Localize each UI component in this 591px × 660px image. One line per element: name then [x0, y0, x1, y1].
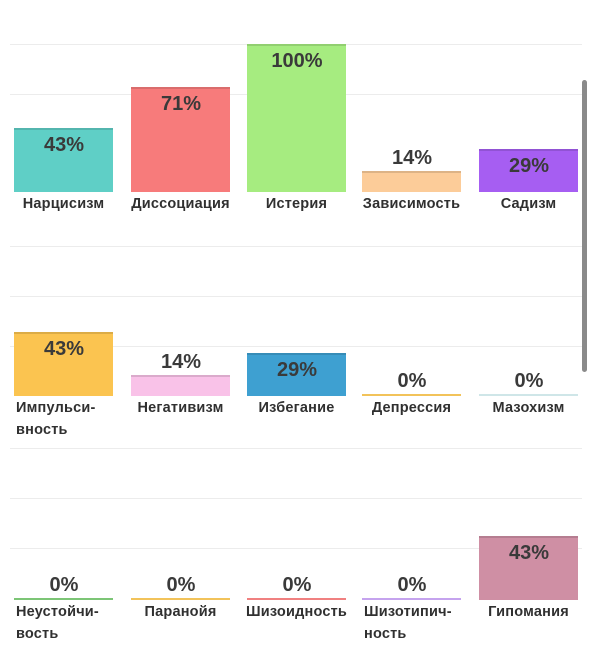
category-label: Зависимость: [362, 196, 461, 212]
category-label: Депрессия: [371, 400, 452, 416]
category-label: Нарцисизм: [22, 196, 105, 212]
scrollbar[interactable]: [582, 80, 587, 372]
value-label: 43%: [43, 134, 85, 156]
gridline: [10, 296, 582, 297]
bar: [14, 332, 113, 396]
category-label: Избегание: [258, 400, 335, 416]
bar: [131, 375, 230, 396]
bar: [362, 171, 461, 192]
category-label: Гипомания: [488, 604, 569, 620]
gridline: [10, 548, 582, 549]
bar: [362, 394, 461, 396]
bar: [14, 598, 113, 600]
value-label: 14%: [391, 147, 433, 169]
category-label: Мазохизм: [492, 400, 565, 416]
value-label: 0%: [397, 574, 427, 596]
value-label: 71%: [160, 93, 202, 115]
bar: [247, 44, 346, 192]
value-label: 29%: [508, 155, 550, 177]
category-label: Шизоидность: [245, 604, 347, 620]
category-label: Паранойя: [144, 604, 217, 620]
value-label: 29%: [276, 359, 318, 381]
value-label: 43%: [43, 338, 85, 360]
value-label: 100%: [271, 50, 323, 72]
category-label: Диссоциация: [131, 196, 230, 212]
bar: [479, 149, 578, 192]
bar: [131, 87, 230, 192]
value-label: 0%: [514, 370, 544, 392]
bar: [479, 536, 578, 600]
bar: [362, 598, 461, 600]
gridline: [10, 498, 582, 499]
category-label: Негативизм: [137, 400, 224, 416]
value-label: 0%: [49, 574, 79, 596]
bar: [247, 353, 346, 396]
category-label: Неустойчи-вость: [16, 604, 99, 642]
value-label: 43%: [508, 542, 550, 564]
value-label: 14%: [160, 351, 202, 373]
category-label: Истерия: [265, 196, 328, 212]
value-label: 0%: [282, 574, 312, 596]
gridline: [10, 448, 582, 449]
value-label: 0%: [397, 370, 427, 392]
bar: [131, 598, 230, 600]
category-label: Шизотипич-ность: [364, 604, 452, 642]
category-label: Садизм: [500, 196, 557, 212]
gridline: [10, 246, 582, 247]
value-label: 0%: [166, 574, 196, 596]
bar: [14, 128, 113, 192]
bar: [479, 394, 578, 396]
bar: [247, 598, 346, 600]
category-label: Импульси-вность: [16, 400, 96, 438]
gridline: [10, 346, 582, 347]
